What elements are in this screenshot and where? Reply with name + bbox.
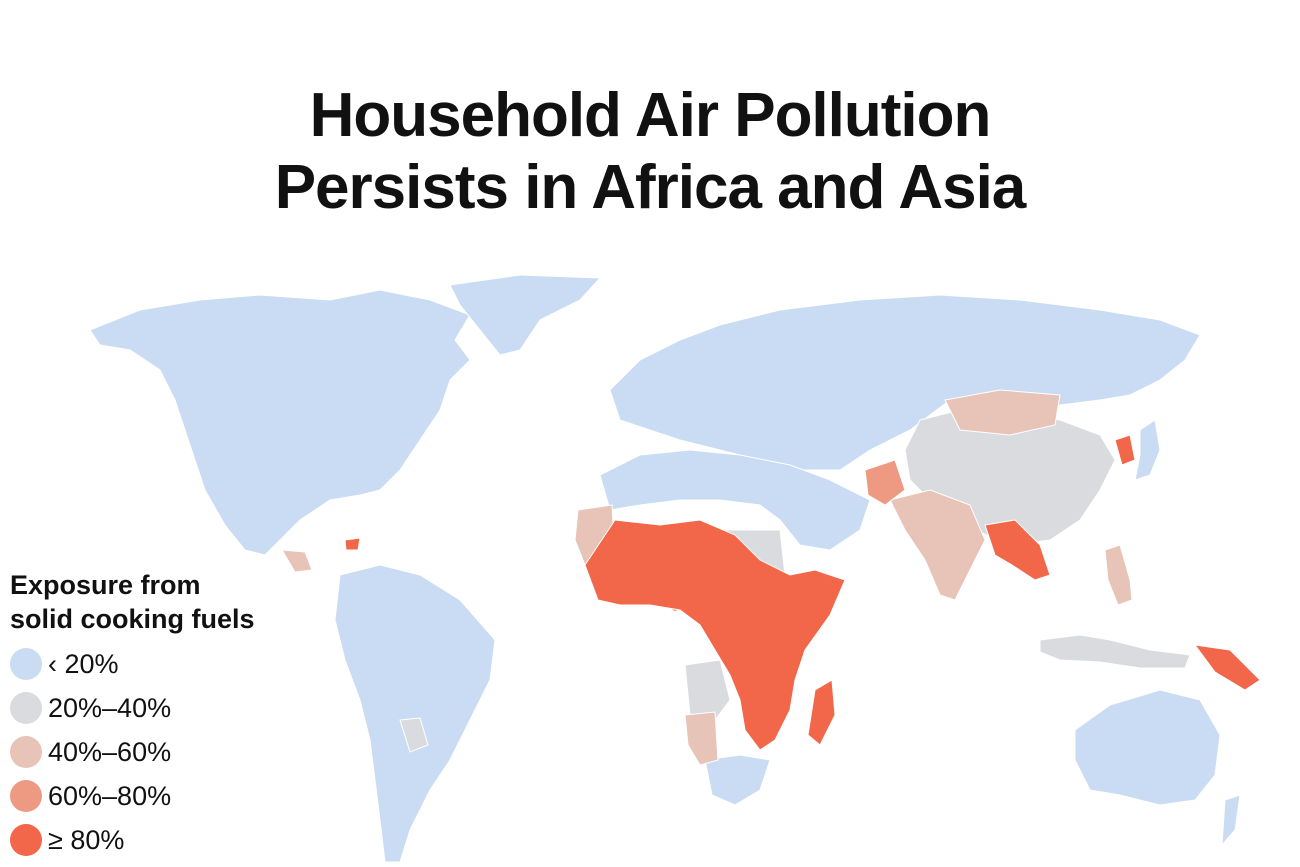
region-eurasia-north	[609, 294, 1201, 471]
legend-title-line-1: Exposure from	[10, 570, 201, 600]
region-north-america	[89, 289, 471, 556]
region-philippines	[1104, 544, 1133, 606]
land-40-60	[281, 389, 1133, 766]
region-namibia	[684, 711, 719, 766]
legend-swatch-20-40	[10, 692, 42, 724]
region-north-korea	[1114, 434, 1136, 466]
legend-swatch-60-80	[10, 780, 42, 812]
region-north-africa-mideast	[599, 449, 871, 551]
legend-label-20-40: 20%–40%	[48, 692, 172, 723]
legend-label-60-80: 60%–80%	[48, 780, 172, 811]
region-afghanistan	[864, 459, 906, 506]
legend-item-20-40: 20%–40%	[10, 686, 330, 730]
legend-item-gte80: ≥ 80%	[10, 818, 330, 862]
legend-label-gte80: ≥ 80%	[48, 824, 125, 855]
region-central-america	[281, 549, 313, 573]
region-indonesia	[1039, 634, 1191, 669]
region-madagascar	[807, 679, 836, 746]
region-papua-new-guinea	[1193, 644, 1261, 691]
region-mongolia	[944, 389, 1061, 436]
region-south-america	[334, 564, 496, 863]
legend-label-lt20: ‹ 20%	[48, 648, 119, 679]
legend-swatch-lt20	[10, 648, 42, 680]
region-southern-africa	[704, 754, 771, 806]
chart-title: Household Air Pollution Persists in Afri…	[0, 80, 1300, 224]
region-bolivia	[399, 717, 429, 753]
legend-item-60-80: 60%–80%	[10, 774, 330, 818]
title-line-2: Persists in Africa and Asia	[274, 153, 1027, 222]
region-angola	[684, 659, 731, 721]
legend-title: Exposure from solid cooking fuels	[10, 568, 330, 636]
legend: Exposure from solid cooking fuels ‹ 20% …	[10, 568, 330, 862]
legend-swatch-gte80	[10, 824, 42, 856]
world-map	[89, 274, 1261, 863]
region-myanmar-laos	[984, 519, 1051, 581]
region-india	[889, 489, 986, 601]
region-new-zealand	[1221, 794, 1241, 847]
region-greenland	[449, 274, 602, 356]
legend-label-40-60: 40%–60%	[48, 736, 172, 767]
legend-title-line-2: solid cooking fuels	[10, 604, 255, 634]
region-japan	[1134, 419, 1161, 481]
land-gte80	[344, 434, 1261, 751]
legend-swatch-40-60	[10, 736, 42, 768]
region-australia	[1074, 689, 1221, 806]
region-haiti	[344, 537, 361, 551]
legend-item-lt20: ‹ 20%	[10, 642, 330, 686]
region-sub-saharan-africa	[584, 519, 846, 751]
land-lt20	[89, 274, 1241, 863]
title-line-1: Household Air Pollution	[309, 81, 992, 150]
legend-item-40-60: 40%–60%	[10, 730, 330, 774]
